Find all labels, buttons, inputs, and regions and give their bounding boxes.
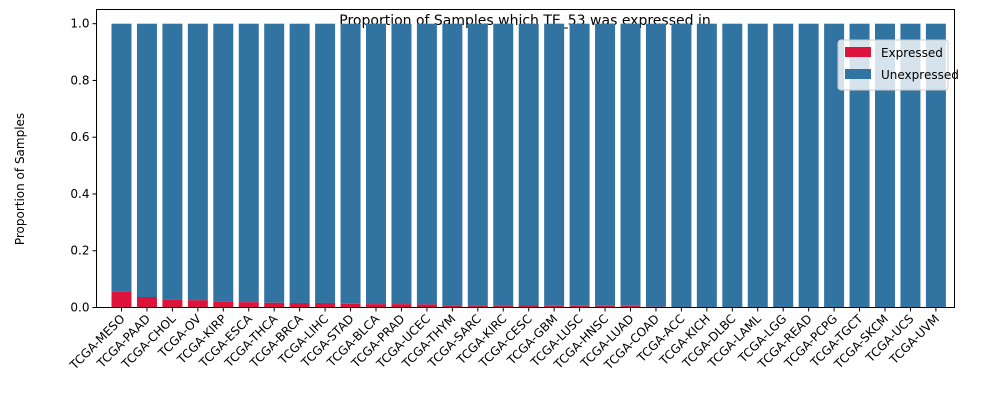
bar-unexpressed-tcga-lihc [315,23,336,303]
y-tick-label: 1.0 [70,17,89,31]
bar-unexpressed-tcga-read [798,23,819,308]
bar-expressed-tcga-paad [136,296,157,308]
bar-expressed-tcga-kirp [213,301,234,308]
bar-expressed-tcga-brca [289,302,310,308]
bar-unexpressed-tcga-thym [442,23,463,306]
bar-unexpressed-tcga-acc [671,23,692,308]
bar-expressed-tcga-meso [111,291,132,308]
bar-unexpressed-tcga-chol [162,23,183,300]
bar-unexpressed-tcga-laml [747,23,768,308]
bar-expressed-tcga-thca [264,302,285,308]
bar-unexpressed-tcga-tgct [849,23,870,308]
x-axis-ticks: TCGA-MESOTCGA-PAADTCGA-CHOLTCGA-OVTCGA-K… [66,307,942,373]
y-tick-label: 0.0 [70,301,89,315]
bar-unexpressed-tcga-prad [391,23,412,305]
y-axis-label: Proportion of Samples [13,113,27,245]
bar-expressed-tcga-ucec [416,304,437,308]
bar-unexpressed-tcga-skcm [875,23,895,308]
bar-unexpressed-tcga-gbm [544,23,565,306]
bar-unexpressed-tcga-esca [238,23,259,303]
y-tick-label: 0.8 [70,73,89,87]
bar-unexpressed-tcga-kirc [493,23,514,306]
bar-unexpressed-tcga-kirp [213,23,234,302]
bar-unexpressed-tcga-uvm [925,23,946,308]
bar-unexpressed-tcga-ucs [900,23,921,308]
bar-unexpressed-tcga-ov [187,23,208,301]
y-tick-label: 0.2 [70,244,89,258]
bar-expressed-tcga-prad [391,304,412,308]
bar-unexpressed-tcga-kich [696,23,717,308]
bar-unexpressed-tcga-pcpg [824,23,845,308]
y-tick-label: 0.6 [70,130,89,144]
bar-unexpressed-tcga-luad [620,23,641,306]
legend-label-expressed: Expressed [881,46,943,60]
plot-frame [96,9,955,308]
bar-expressed-tcga-stad [340,303,361,308]
bar-expressed-tcga-chol [162,299,183,308]
y-axis-ticks: 0.0 0.2 0.4 0.6 0.8 1.0 [70,17,97,315]
bar-expressed-tcga-esca [238,302,259,308]
bar-unexpressed-tcga-hnsc [595,23,616,306]
bar-unexpressed-tcga-cesc [518,23,539,306]
bar-unexpressed-tcga-coad [645,23,666,307]
legend: Expressed Unexpressed [837,39,959,91]
bar-expressed-tcga-gbm [544,305,565,308]
bar-expressed-tcga-ov [187,300,208,308]
bar-expressed-tcga-kirc [493,305,514,308]
bar-expressed-tcga-sarc [467,305,488,308]
bar-unexpressed-tcga-meso [111,23,132,292]
legend-swatch-expressed [845,47,871,57]
bar-unexpressed-tcga-dlbc [722,23,743,308]
bar-expressed-tcga-thym [442,305,463,308]
bar-expressed-tcga-lusc [569,305,590,308]
bar-unexpressed-tcga-lusc [569,23,590,306]
bars [111,23,946,308]
bar-unexpressed-tcga-sarc [467,23,488,306]
y-tick-label: 0.4 [70,187,89,201]
bar-expressed-tcga-blca [366,304,386,308]
bar-expressed-tcga-luad [620,305,641,308]
legend-label-unexpressed: Unexpressed [881,68,959,82]
bar-expressed-tcga-cesc [518,305,539,308]
bar-unexpressed-tcga-blca [366,23,386,305]
bar-unexpressed-tcga-brca [289,23,310,303]
bar-expressed-tcga-hnsc [595,305,616,308]
bar-unexpressed-tcga-stad [340,23,361,304]
bar-unexpressed-tcga-thca [264,23,285,303]
legend-swatch-unexpressed [845,69,871,79]
bar-expressed-tcga-lihc [315,302,336,308]
bar-unexpressed-tcga-ucec [416,23,437,305]
bar-unexpressed-tcga-lgg [773,23,794,308]
bar-unexpressed-tcga-paad [136,23,157,297]
